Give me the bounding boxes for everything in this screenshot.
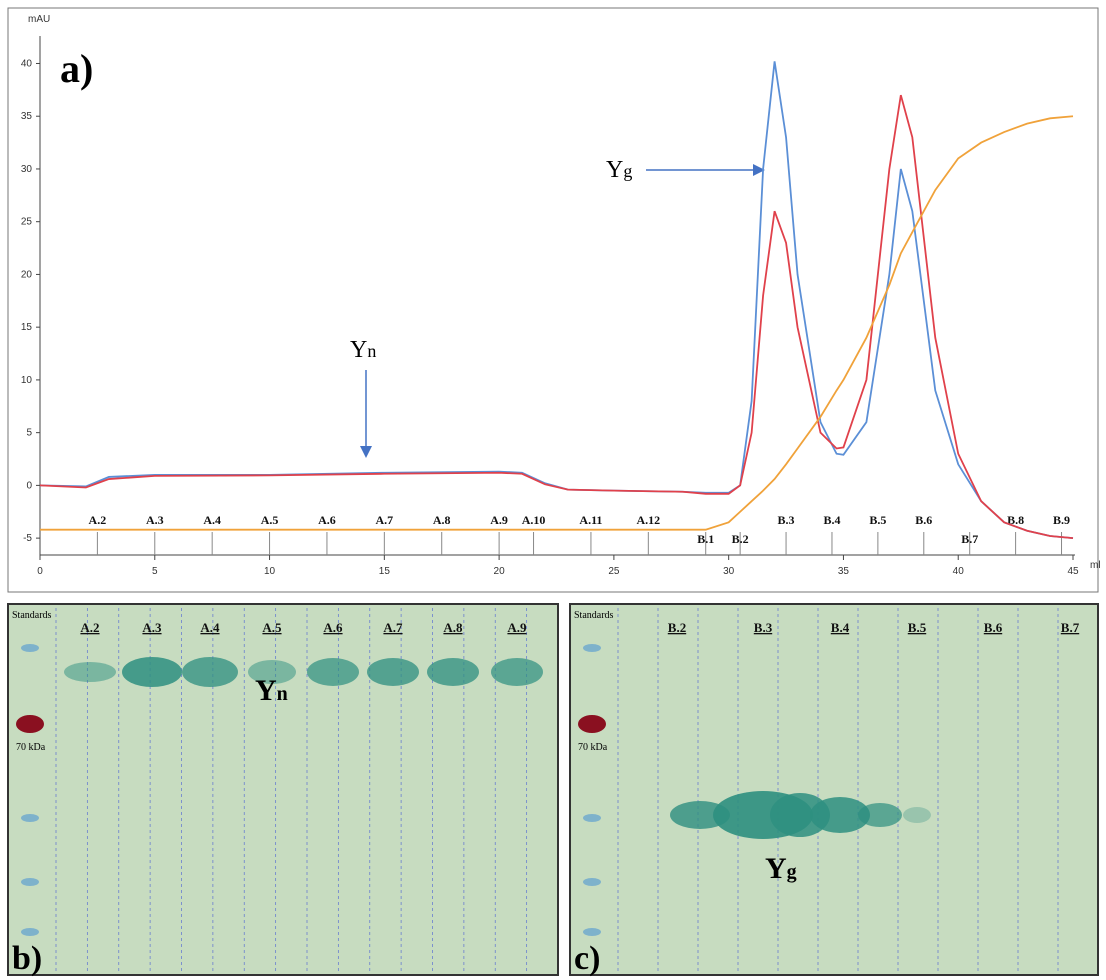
lane-label: B.7 bbox=[1061, 620, 1080, 635]
annotation: Yg bbox=[606, 157, 632, 183]
fraction-label: A.7 bbox=[375, 513, 393, 527]
fraction-label: A.8 bbox=[433, 513, 451, 527]
fraction-label: B.4 bbox=[823, 513, 840, 527]
x-tick-label: 45 bbox=[1067, 566, 1079, 577]
figure: a) mAU ml Yn Yg Standards 70 kDa A.2 A.3 A.4… bbox=[0, 0, 1106, 980]
y-tick-label: -5 bbox=[23, 533, 32, 544]
band-label-sub: n bbox=[277, 683, 288, 705]
fraction-label: A.4 bbox=[203, 513, 221, 527]
lane-label: B.3 bbox=[754, 620, 773, 635]
gel-frame bbox=[8, 604, 558, 975]
lane-label: A.5 bbox=[262, 620, 282, 635]
x-unit: ml bbox=[1090, 560, 1101, 571]
x-tick-label: 15 bbox=[379, 566, 391, 577]
panel-label: c) bbox=[574, 940, 600, 977]
lane-label: A.9 bbox=[507, 620, 527, 635]
ladder-band bbox=[21, 878, 39, 886]
ladder-band bbox=[21, 644, 39, 652]
ladder-band bbox=[21, 928, 39, 936]
x-tick-label: 0 bbox=[37, 566, 43, 577]
marker-label: 70 kDa bbox=[578, 742, 608, 753]
fraction-label: B.5 bbox=[869, 513, 886, 527]
protein-band bbox=[427, 658, 479, 686]
lane-label: B.2 bbox=[668, 620, 686, 635]
fraction-label: B.9 bbox=[1053, 513, 1070, 527]
lane-label: A.6 bbox=[323, 620, 343, 635]
ladder-band bbox=[583, 928, 601, 936]
y-tick-label: 15 bbox=[21, 322, 33, 333]
y-tick-label: 40 bbox=[21, 58, 33, 69]
standards-label: Standards bbox=[12, 610, 52, 621]
ladder-band bbox=[583, 644, 601, 652]
y-tick-label: 10 bbox=[21, 375, 33, 386]
y-tick-label: 20 bbox=[21, 269, 33, 280]
fraction-label: B.7 bbox=[961, 532, 978, 546]
ladder-band bbox=[583, 814, 601, 822]
marker-label: 70 kDa bbox=[16, 742, 46, 753]
panel-label: b) bbox=[12, 940, 42, 977]
marker-band bbox=[16, 715, 44, 733]
fraction-label: A.3 bbox=[146, 513, 164, 527]
protein-band bbox=[903, 807, 931, 823]
marker-band bbox=[578, 715, 606, 733]
lane-label: A.8 bbox=[443, 620, 463, 635]
fraction-label: A.6 bbox=[318, 513, 336, 527]
fraction-label: B.3 bbox=[778, 513, 795, 527]
lane-label: B.5 bbox=[908, 620, 927, 635]
protein-band bbox=[182, 657, 238, 687]
ladder-band bbox=[21, 814, 39, 822]
y-tick-label: 5 bbox=[26, 428, 32, 439]
fraction-label: A.2 bbox=[89, 513, 107, 527]
protein-band bbox=[858, 803, 902, 827]
lane-label: A.3 bbox=[142, 620, 162, 635]
panel-a-frame bbox=[8, 8, 1098, 592]
fraction-label: A.11 bbox=[579, 513, 602, 527]
fraction-label: A.5 bbox=[261, 513, 279, 527]
lane-label: A.7 bbox=[383, 620, 403, 635]
fraction-label: A.10 bbox=[522, 513, 546, 527]
x-tick-label: 10 bbox=[264, 566, 276, 577]
band-label-sub: g bbox=[787, 861, 797, 883]
fraction-label: B.2 bbox=[732, 532, 749, 546]
lane-label: B.6 bbox=[984, 620, 1003, 635]
y-tick-label: 30 bbox=[21, 164, 33, 175]
x-tick-label: 20 bbox=[494, 566, 506, 577]
gel-frame bbox=[570, 604, 1098, 975]
fraction-label: B.1 bbox=[697, 532, 714, 546]
x-tick-label: 5 bbox=[152, 566, 158, 577]
lane-label: A.2 bbox=[80, 620, 99, 635]
protein-band bbox=[64, 662, 116, 682]
fraction-label: B.6 bbox=[915, 513, 932, 527]
y-tick-label: 0 bbox=[26, 480, 32, 491]
protein-band bbox=[367, 658, 419, 686]
x-tick-label: 30 bbox=[723, 566, 735, 577]
y-tick-label: 25 bbox=[21, 217, 33, 228]
x-tick-label: 40 bbox=[953, 566, 965, 577]
x-tick-label: 25 bbox=[608, 566, 620, 577]
protein-band bbox=[307, 658, 359, 686]
y-unit: mAU bbox=[28, 14, 50, 25]
panel-label: a) bbox=[60, 46, 93, 91]
x-tick-label: 35 bbox=[838, 566, 850, 577]
protein-band bbox=[491, 658, 543, 686]
ladder-band bbox=[583, 878, 601, 886]
band-label-main: Y bbox=[255, 674, 277, 707]
band-label-main: Y bbox=[765, 852, 787, 885]
lane-label: B.4 bbox=[831, 620, 850, 635]
fraction-label: A.9 bbox=[490, 513, 508, 527]
lane-label: A.4 bbox=[200, 620, 220, 635]
annotation: Yn bbox=[350, 337, 376, 363]
fraction-label: A.12 bbox=[636, 513, 660, 527]
standards-label: Standards bbox=[574, 610, 614, 621]
protein-band bbox=[122, 657, 182, 687]
y-tick-label: 35 bbox=[21, 111, 33, 122]
